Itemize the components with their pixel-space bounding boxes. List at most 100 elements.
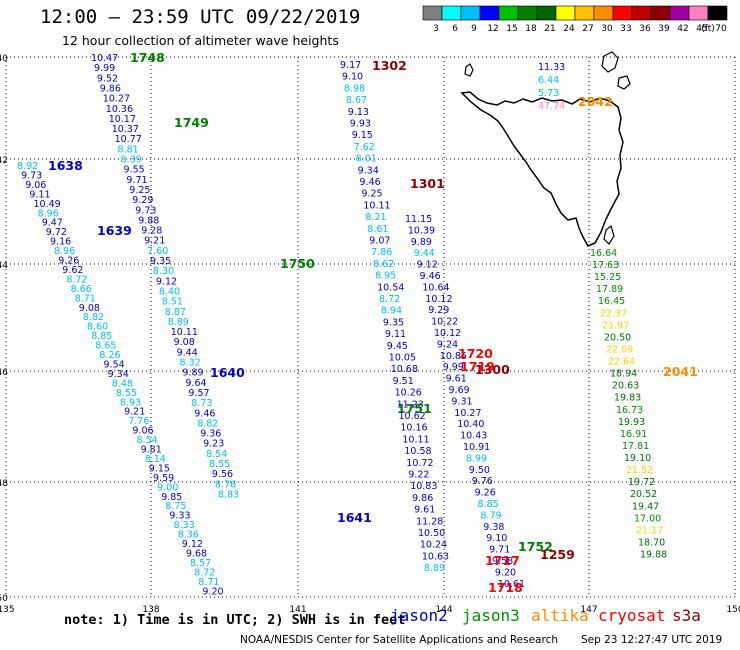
swh-value: 8.66 bbox=[71, 284, 92, 295]
swh-value: 8.67 bbox=[346, 95, 367, 106]
color-legend: 3 6 9 12 15 18 21 24 27 30 33 36 39 42 45 70(ft) bbox=[422, 5, 728, 34]
swh-value: 8.32 bbox=[180, 358, 201, 369]
swh-value: 8.21 bbox=[365, 212, 386, 223]
swh-value: 9.46 bbox=[194, 408, 215, 419]
swh-value: 8.71 bbox=[75, 293, 96, 304]
swh-value: 9.20 bbox=[495, 567, 516, 578]
legend-swatch bbox=[593, 5, 614, 21]
track-time-label: 2042 bbox=[578, 94, 613, 109]
swh-value: 9.13 bbox=[348, 107, 369, 118]
track-time-label: 1259 bbox=[540, 547, 575, 562]
swh-value: 9.34 bbox=[108, 369, 129, 380]
swh-value: 20.50 bbox=[604, 332, 631, 343]
swh-value: 10.47 bbox=[91, 53, 118, 64]
swh-value: 20.52 bbox=[630, 489, 657, 500]
swh-value: 9.12 bbox=[156, 276, 177, 287]
swh-value: 9.73 bbox=[135, 205, 156, 216]
swh-value: 9.73 bbox=[21, 170, 42, 181]
swh-value: 10.61 bbox=[498, 579, 525, 590]
swh-value: 8.62 bbox=[373, 259, 394, 270]
swh-value: 8.82 bbox=[197, 418, 218, 429]
mission-altika: altika bbox=[531, 606, 589, 625]
swh-value: 8.96 bbox=[38, 208, 59, 219]
swh-value: 9.44 bbox=[177, 347, 198, 358]
swh-value: 9.25 bbox=[361, 189, 382, 200]
swh-value: 8.39 bbox=[121, 155, 142, 166]
swh-value: 8.26 bbox=[99, 350, 120, 361]
swh-value: 10.12 bbox=[425, 294, 452, 305]
legend-swatch bbox=[669, 5, 690, 21]
swh-value: 17.00 bbox=[634, 513, 661, 524]
legend-label: 30 bbox=[601, 24, 613, 34]
legend-swatch bbox=[650, 5, 671, 21]
swh-value: 21.52 bbox=[626, 465, 653, 476]
swh-value: 8.96 bbox=[54, 246, 75, 257]
swh-value: 6.44 bbox=[538, 75, 559, 86]
swh-value: 18.94 bbox=[610, 369, 637, 380]
swh-value: 5.73 bbox=[538, 88, 559, 99]
swh-value: 9.85 bbox=[161, 492, 182, 503]
swh-value: 10.22 bbox=[431, 317, 458, 328]
swh-value: 9.81 bbox=[141, 445, 162, 456]
lon-label: 144 bbox=[435, 605, 452, 615]
swh-value: 19.72 bbox=[628, 477, 655, 488]
swh-value: 10.77 bbox=[115, 134, 142, 145]
swh-value: 10.26 bbox=[395, 388, 422, 399]
track-time-label: 1751 bbox=[397, 401, 432, 416]
swh-value: 8.55 bbox=[116, 388, 137, 399]
swh-value: 9.52 bbox=[97, 73, 118, 84]
swh-value: 17.89 bbox=[596, 284, 623, 295]
track-time-label: 1638 bbox=[48, 158, 83, 173]
swh-value: 9.12 bbox=[182, 539, 203, 550]
swh-value: 8.54 bbox=[137, 435, 158, 446]
swh-value: 8.98 bbox=[344, 83, 365, 94]
swh-value: 9.28 bbox=[141, 226, 162, 237]
swh-value: 9.17 bbox=[340, 60, 361, 71]
swh-value: 9.89 bbox=[182, 368, 203, 379]
lat-lon-grid: 135 138 141 144 147 150 -40 -42 -44 -46 -48 -50 bbox=[0, 54, 740, 615]
swh-value: 9.64 bbox=[185, 378, 206, 389]
swh-value: 19.47 bbox=[632, 501, 659, 512]
swh-value: 8.81 bbox=[118, 144, 139, 155]
track-time-label: 1300 bbox=[475, 362, 510, 377]
track-time-label: 1302 bbox=[372, 58, 407, 73]
swh-value: 10.27 bbox=[454, 408, 481, 419]
swh-value: 47.74 bbox=[538, 101, 565, 112]
swh-value: 10.12 bbox=[434, 328, 461, 339]
swh-value: 8.99 bbox=[466, 453, 487, 464]
swh-value: 11.28 bbox=[416, 516, 443, 527]
legend-swatch bbox=[422, 5, 443, 21]
swh-value: 9.22 bbox=[408, 470, 429, 481]
swh-value: 7.86 bbox=[371, 247, 392, 258]
lon-label: 135 bbox=[0, 605, 15, 615]
swh-value: 9.21 bbox=[124, 407, 145, 418]
swh-value: 10.85 bbox=[440, 351, 467, 362]
swh-value: 9.35 bbox=[383, 317, 404, 328]
swh-value: 8.94 bbox=[381, 306, 402, 317]
swh-value: 9.07 bbox=[369, 236, 390, 247]
swh-value: 16.73 bbox=[616, 405, 643, 416]
map-title: 12:00 – 23:59 UTC 09/22/2019 bbox=[40, 6, 361, 28]
swh-value: 8.57 bbox=[190, 558, 211, 569]
track-time-label: 1749 bbox=[174, 115, 209, 130]
swh-value: 10.11 bbox=[402, 434, 429, 445]
swh-value: 8.65 bbox=[95, 341, 116, 352]
swh-value: 9.71 bbox=[126, 175, 147, 186]
lat-label: -40 bbox=[0, 54, 8, 64]
flinders-island bbox=[601, 51, 619, 73]
bruny-island bbox=[603, 224, 615, 245]
legend-label: 39 bbox=[658, 24, 670, 34]
swh-value: 8.75 bbox=[165, 501, 186, 512]
swh-value: 19.93 bbox=[618, 417, 645, 428]
swh-value: 9.11 bbox=[29, 189, 50, 200]
swh-value: 19.88 bbox=[640, 550, 667, 561]
swh-value: 10.39 bbox=[408, 225, 435, 236]
swh-value: 10.64 bbox=[422, 282, 449, 293]
legend-label: 24 bbox=[563, 24, 575, 34]
lat-label: -50 bbox=[0, 594, 8, 604]
swh-value: 8.01 bbox=[356, 154, 377, 165]
swh-value: 7.62 bbox=[354, 142, 375, 153]
swh-value: 8.76 bbox=[215, 479, 236, 490]
